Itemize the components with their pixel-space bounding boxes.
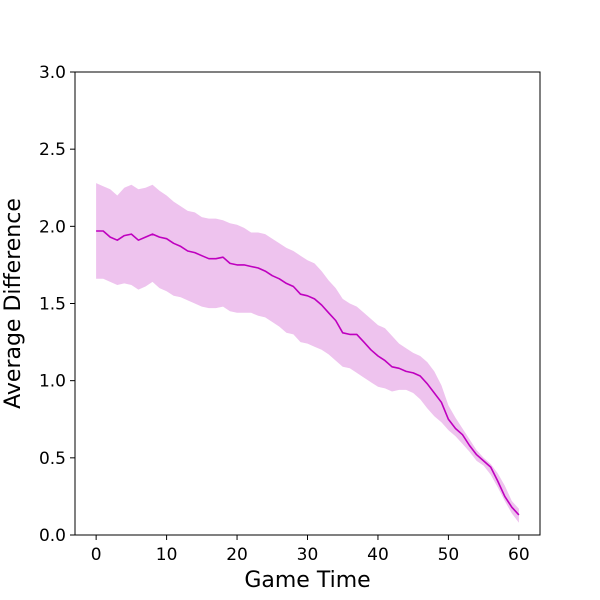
x-tick-label: 0 <box>91 545 102 565</box>
y-axis: 0.0 0.5 1.0 1.5 2.0 2.5 3.0 <box>39 63 75 546</box>
y-tick-label: 0.5 <box>39 449 66 469</box>
x-tick-label: 20 <box>226 545 248 565</box>
plot-area <box>96 183 520 523</box>
x-axis-label: Game Time <box>244 568 370 593</box>
y-tick-label: 0.0 <box>39 526 66 546</box>
y-tick-label: 1.5 <box>39 295 66 315</box>
x-tick-label: 10 <box>156 545 178 565</box>
y-axis-label: Average Difference <box>1 198 26 409</box>
confidence-band <box>96 183 519 523</box>
y-tick-label: 1.0 <box>39 372 66 392</box>
x-tick-label: 50 <box>438 545 460 565</box>
x-axis: 0 10 20 30 40 50 60 <box>91 535 530 565</box>
y-tick-label: 3.0 <box>39 63 66 83</box>
x-tick-label: 30 <box>297 545 319 565</box>
x-tick-label: 60 <box>508 545 530 565</box>
x-tick-label: 40 <box>367 545 389 565</box>
y-tick-label: 2.5 <box>39 140 66 160</box>
y-tick-label: 2.0 <box>39 217 66 237</box>
series-line <box>96 230 520 516</box>
